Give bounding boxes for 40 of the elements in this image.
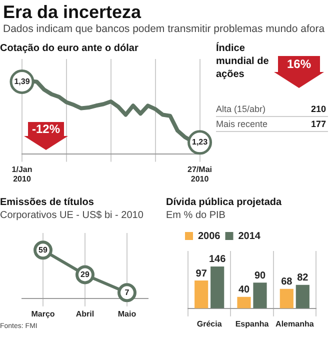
bar — [296, 284, 310, 308]
chart-title: Dívida pública projetada — [166, 196, 283, 209]
chart-title: Cotação do euro ante o dólar — [0, 42, 140, 55]
bar — [253, 282, 267, 308]
legend-label: 2014 — [238, 230, 261, 242]
x-tick-label: Alemanha — [276, 319, 314, 328]
data-label: 40 — [238, 284, 250, 296]
data-label: 146 — [208, 254, 226, 266]
legend-label: 2006 — [198, 230, 221, 242]
text: Era da incerteza — [3, 2, 142, 23]
x-tick-label: 1/Jan 2010 — [12, 164, 32, 184]
bar — [194, 280, 208, 308]
text: 177 — [310, 119, 326, 129]
annotation: -12% — [30, 122, 61, 136]
chart-subtitle: Corporativos UE - US$ bi - 2010 — [0, 209, 144, 222]
x-tick-label: Grécia — [196, 319, 222, 328]
bar — [210, 266, 224, 308]
chart-subtitle: Em % do PIB — [166, 209, 226, 222]
text: Mais recente — [216, 119, 268, 129]
x-tick-label: Espanha — [235, 319, 270, 328]
data-label: 29 — [80, 270, 90, 279]
text: 210 — [310, 104, 326, 114]
data-label: 7 — [124, 288, 130, 297]
text: Índice mundial de ações — [216, 42, 270, 81]
data-label: 82 — [297, 272, 309, 284]
bar — [237, 296, 251, 308]
data-label: 90 — [254, 270, 266, 282]
text: Alta (15/abr) — [216, 104, 266, 114]
bar — [280, 288, 294, 308]
x-tick-label: 27/Mai 2010 — [188, 164, 212, 184]
data-label: 68 — [281, 276, 293, 288]
chart-title: Emissões de títulos — [0, 196, 95, 209]
data-label: 59 — [38, 245, 48, 254]
x-tick-label: Abril — [76, 309, 94, 318]
x-tick-label: Março — [31, 309, 55, 318]
data-label: 97 — [196, 268, 208, 280]
text: Dados indicam que bancos podem transmitir problemas mundo afora — [3, 23, 326, 36]
data-label: 1,39 — [14, 76, 30, 86]
x-tick-label: Maio — [118, 309, 136, 318]
data-label: 1,23 — [192, 138, 208, 147]
